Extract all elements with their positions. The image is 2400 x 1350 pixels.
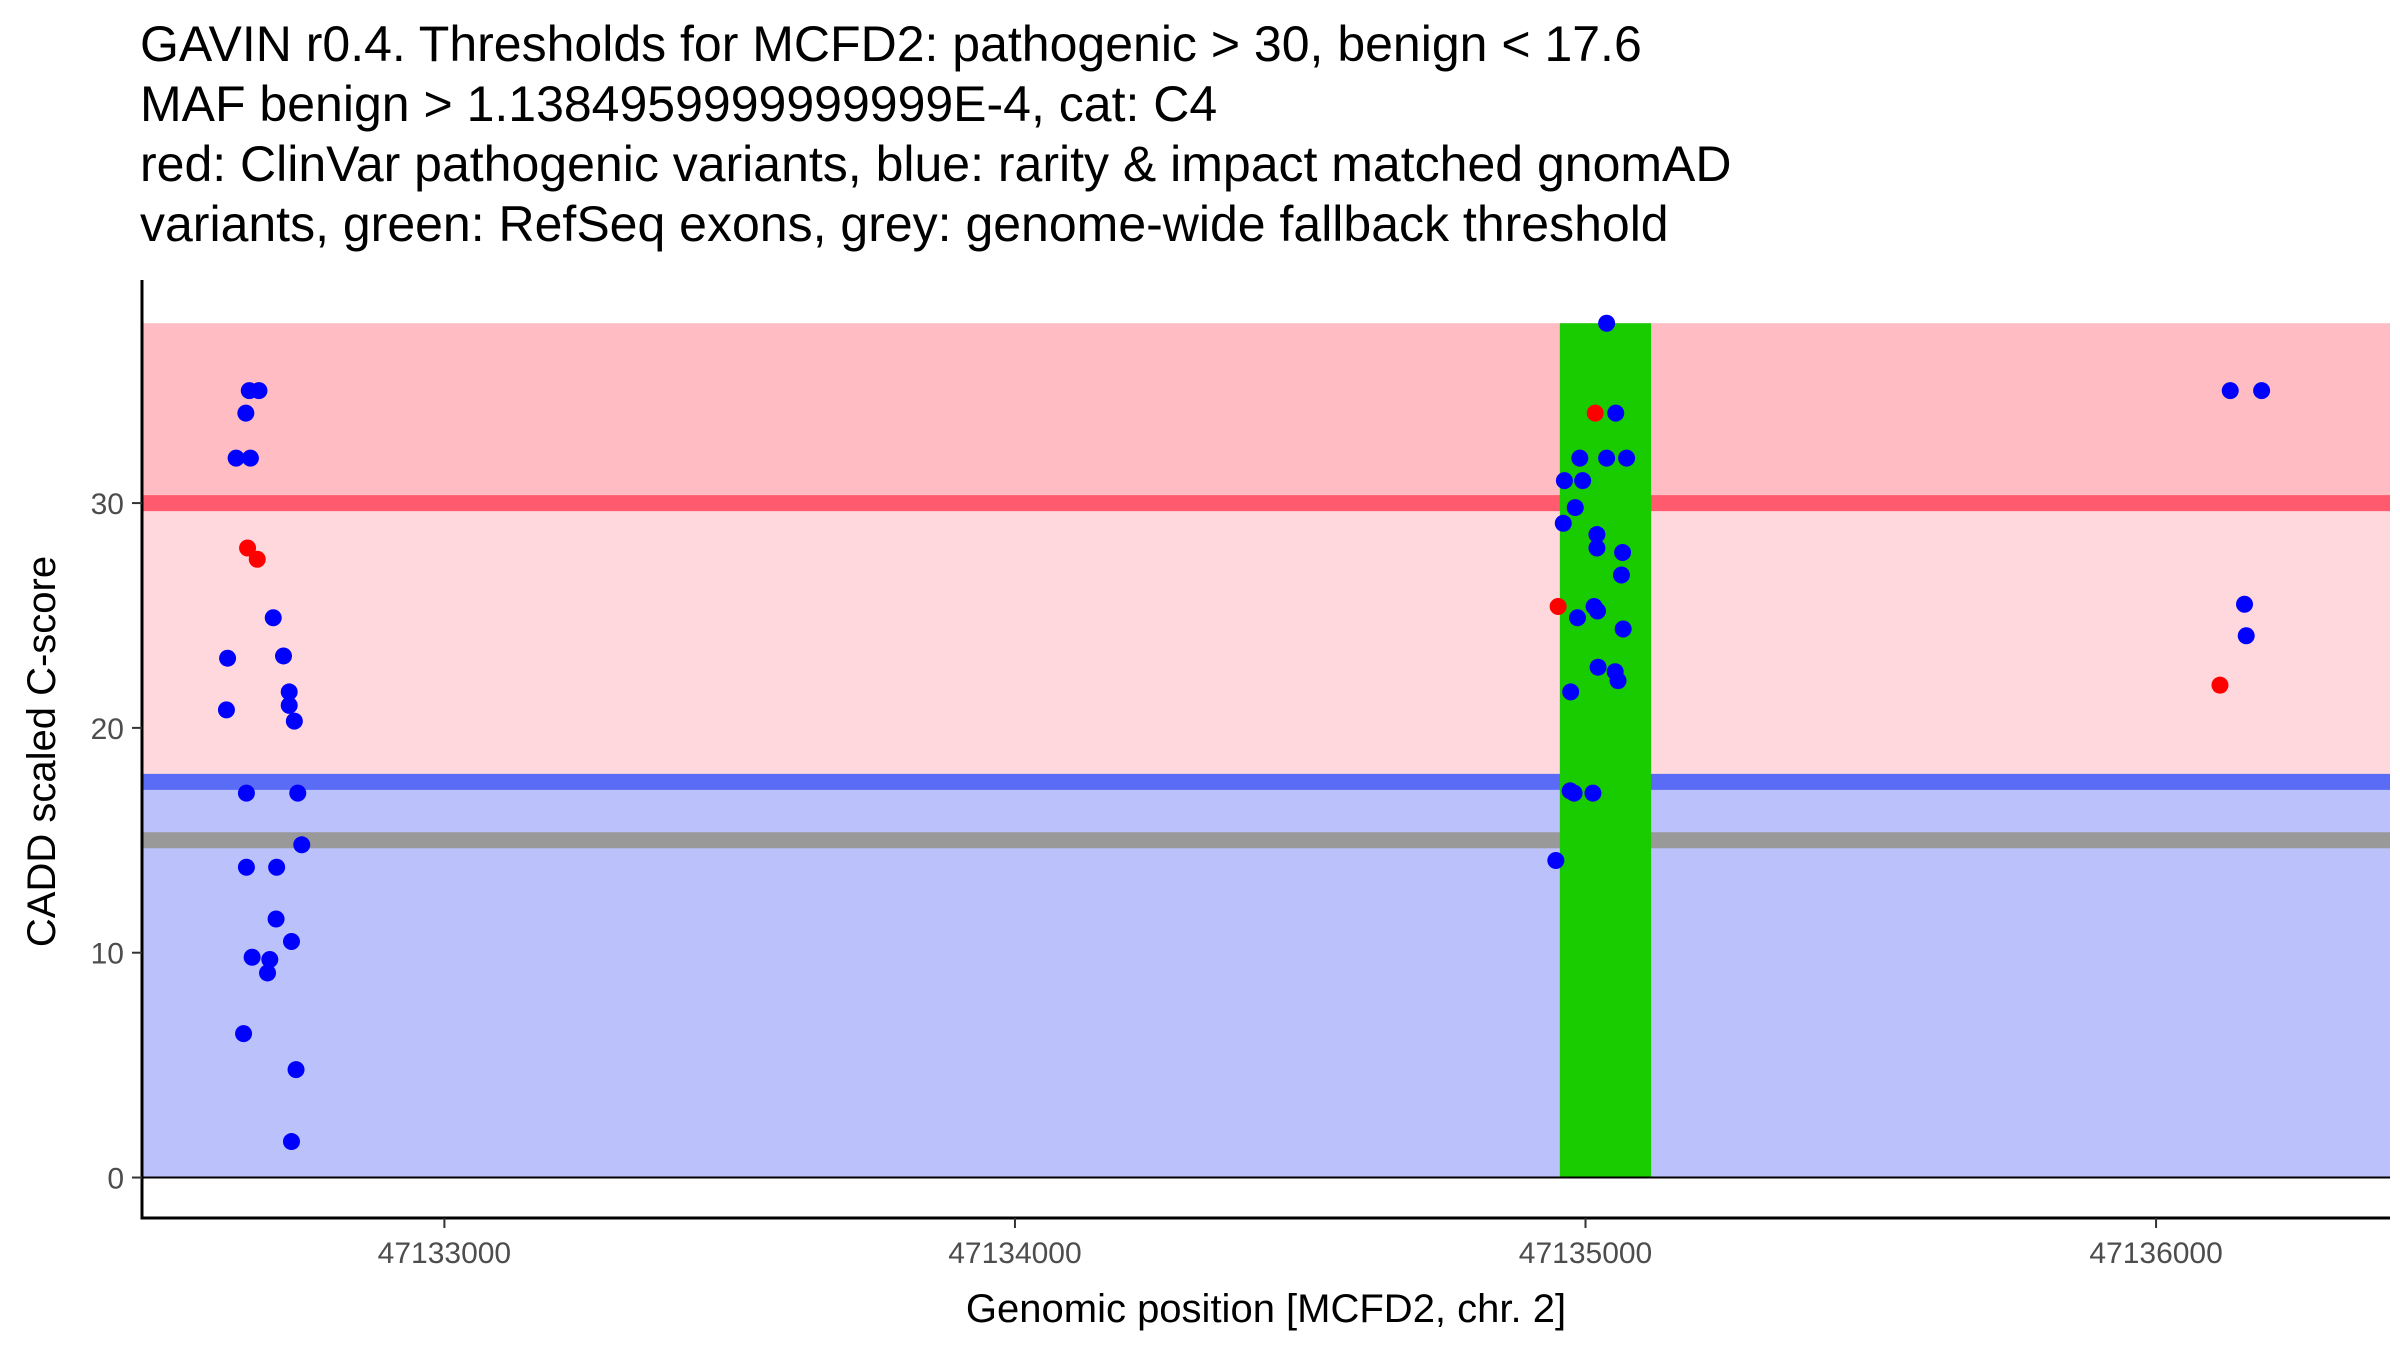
gnomad-matched-point-5: [241, 449, 259, 467]
gnomad-matched-point-11: [280, 696, 298, 714]
gnomad-matched-point-15: [293, 836, 311, 854]
gnomad-matched-point-40: [1588, 602, 1606, 620]
chart-title-line-1: GAVIN r0.4. Thresholds for MCFD2: pathog…: [140, 16, 1642, 72]
gnomad-matched-point-54: [2237, 627, 2255, 645]
gnomad-matched-point-33: [1566, 499, 1584, 517]
y-axis-ticks: 0 10 20 30: [91, 488, 142, 1196]
gnomad-matched-point-23: [235, 1025, 253, 1043]
gnomad-matched-point-48: [1565, 784, 1583, 802]
gnomad-matched-point-38: [1612, 566, 1630, 584]
gnomad-matched-point-42: [1614, 620, 1632, 638]
gnomad-matched-point-22: [259, 964, 277, 982]
x-axis-ticks: 47133000 47134000 47135000 47136000: [378, 1218, 2223, 1270]
x-tick-label: 47133000: [378, 1237, 511, 1270]
x-tick-label: 47134000: [948, 1237, 1081, 1270]
gnomad-matched-point-19: [282, 932, 300, 950]
gnomad-matched-point-24: [287, 1061, 305, 1079]
gnomad-matched-point-25: [282, 1133, 300, 1151]
gnomad-matched-point-14: [289, 784, 307, 802]
middle-zone: [142, 503, 2390, 782]
y-tick-label: 0: [107, 1163, 124, 1196]
gnomad-matched-point-53: [2236, 595, 2254, 613]
gnomad-matched-point-36: [1588, 539, 1606, 557]
chart-title-line-2: MAF benign > 1.1384959999999999E-4, cat:…: [140, 76, 1218, 132]
clinvar-pathogenic-point-1: [239, 539, 257, 557]
gnomad-matched-point-31: [1555, 472, 1573, 490]
gnomad-matched-point-18: [267, 910, 285, 928]
gnomad-matched-point-8: [264, 609, 282, 627]
y-tick-label: 20: [91, 713, 124, 746]
clinvar-pathogenic-point-4: [1586, 404, 1604, 422]
gnomad-matched-point-17: [268, 858, 286, 876]
chart-title: GAVIN r0.4. Thresholds for MCFD2: pathog…: [140, 14, 2340, 254]
gnomad-matched-point-51: [2221, 382, 2239, 400]
gnomad-matched-point-45: [1609, 672, 1627, 690]
x-tick-label: 47135000: [1519, 1237, 1652, 1270]
gnomad-matched-point-4: [227, 449, 245, 467]
gnomad-matched-point-50: [1547, 852, 1565, 870]
gnomad-matched-point-37: [1614, 544, 1632, 562]
gnomad-matched-point-7: [217, 701, 235, 719]
gnomad-matched-point-46: [1562, 683, 1580, 701]
gnomad-matched-point-1: [237, 404, 255, 422]
gnomad-matched-point-16: [237, 858, 255, 876]
clinvar-pathogenic-point-5: [2211, 676, 2229, 694]
gnomad-matched-point-43: [1589, 658, 1607, 676]
x-axis-title: Genomic position [MCFD2, chr. 2]: [966, 1287, 1566, 1331]
gnomad-matched-point-28: [1571, 449, 1589, 467]
gnomad-matched-point-30: [1618, 449, 1636, 467]
pathogenic-zone: [142, 323, 2390, 504]
gnomad-matched-point-29: [1598, 449, 1616, 467]
gnomad-matched-point-13: [237, 784, 255, 802]
variant-points: [217, 314, 2271, 1151]
gnomad-matched-point-41: [1569, 609, 1587, 627]
y-axis-title: CADD scaled C-score: [20, 556, 64, 947]
threshold-lines: [142, 495, 2390, 849]
y-tick-label: 10: [91, 938, 124, 971]
gnomad-matched-point-27: [1607, 404, 1625, 422]
gnomad-matched-point-9: [274, 647, 292, 665]
x-tick-label: 47136000: [2089, 1237, 2222, 1270]
clinvar-pathogenic-point-2: [248, 550, 266, 568]
gnomad-matched-point-49: [1584, 784, 1602, 802]
gnomad-matched-point-6: [219, 649, 237, 667]
gnomad-matched-point-35: [1588, 526, 1606, 544]
gnomad-matched-point-21: [261, 950, 279, 968]
gnomad-matched-point-3: [250, 382, 268, 400]
gnomad-matched-point-26: [1598, 314, 1616, 332]
chart-title-line-3: red: ClinVar pathogenic variants, blue: …: [140, 136, 1732, 192]
gnomad-matched-point-20: [243, 948, 261, 966]
gnomad-matched-point-52: [2253, 382, 2271, 400]
threshold-bands: [142, 323, 2390, 1178]
gnomad-matched-point-34: [1554, 514, 1572, 532]
gnomad-matched-point-12: [285, 712, 303, 730]
gnomad-matched-point-10: [280, 683, 298, 701]
chart-title-line-4: variants, green: RefSeq exons, grey: gen…: [140, 196, 1669, 252]
y-tick-label: 30: [91, 488, 124, 521]
gnomad-matched-point-32: [1574, 472, 1592, 490]
clinvar-pathogenic-point-3: [1549, 597, 1567, 615]
